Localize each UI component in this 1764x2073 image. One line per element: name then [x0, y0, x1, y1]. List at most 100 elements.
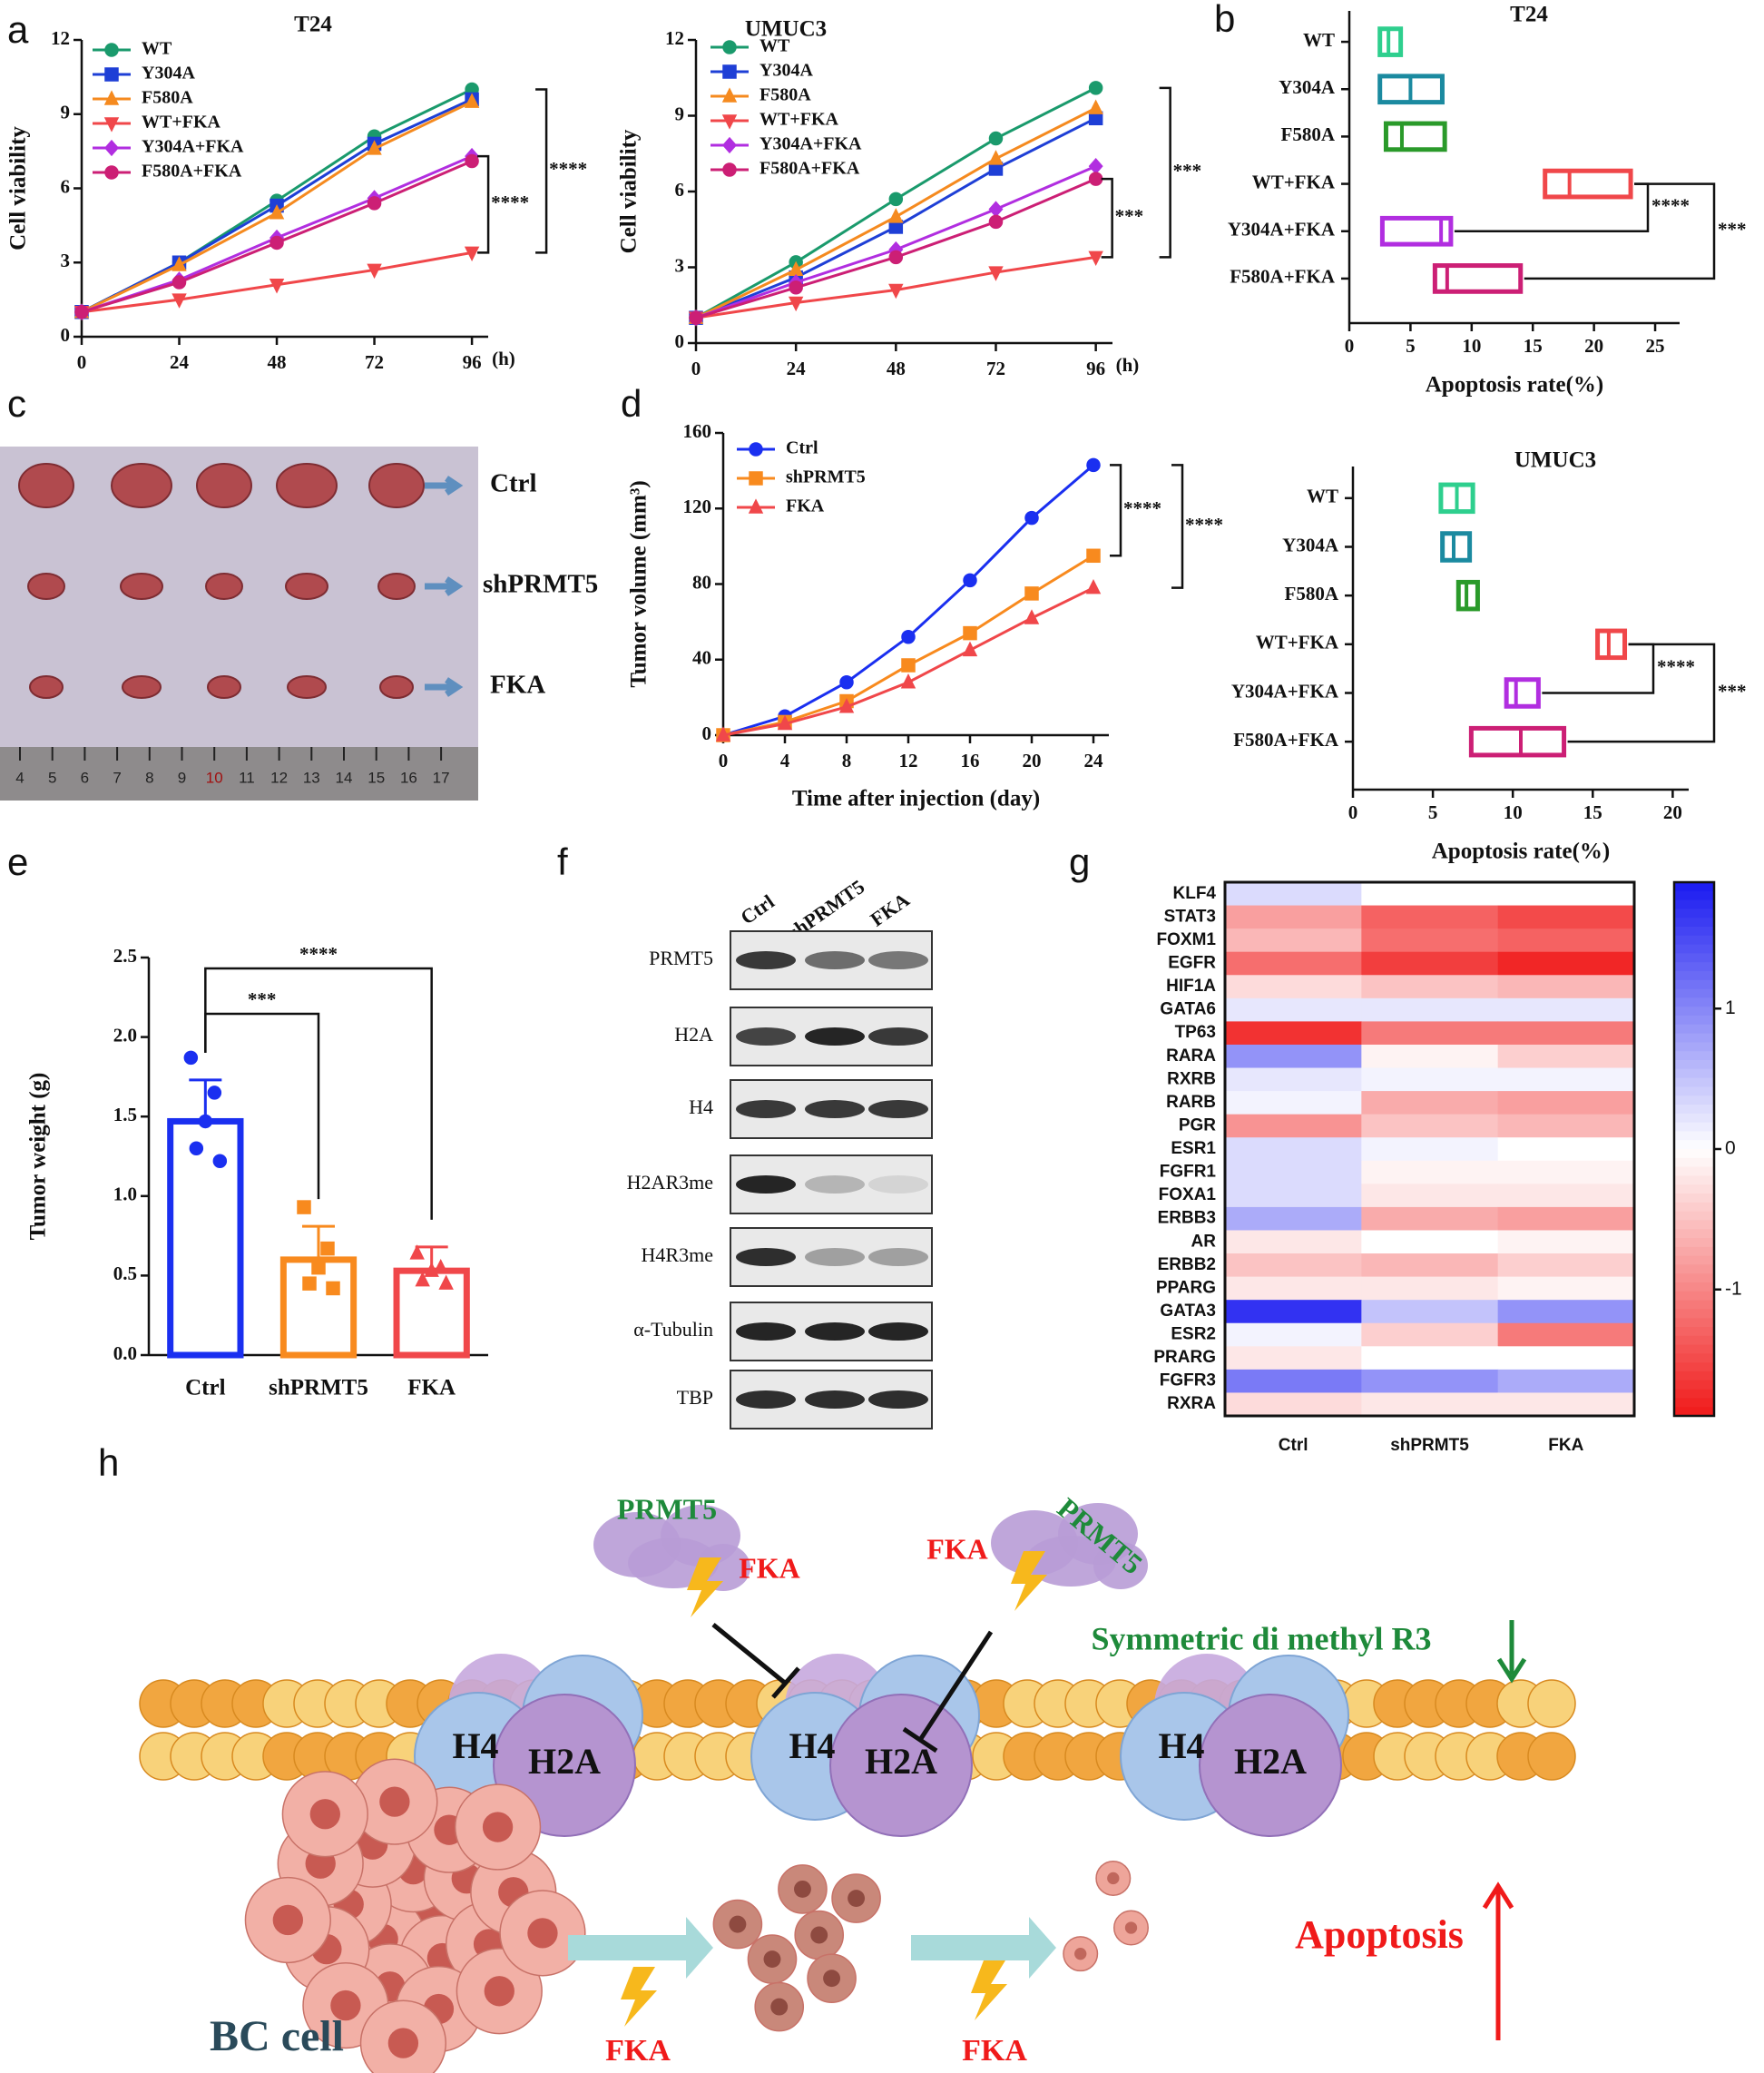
heatmap-cell: [1497, 928, 1635, 953]
y-axis-label: Tumor volume (mm³): [627, 480, 652, 687]
point: [302, 1276, 317, 1291]
blot-band: [805, 1248, 865, 1266]
heatmap-cell: [1361, 951, 1499, 976]
y-tick-label: 3: [61, 250, 71, 271]
colorbar-step: [1674, 1246, 1714, 1257]
y-tick-label: 3: [675, 254, 685, 276]
point: [1088, 99, 1103, 114]
x-tick-label: shPRMT5: [269, 1376, 368, 1400]
arrow: [425, 576, 464, 596]
panel-label: h: [98, 1441, 119, 1484]
legend-label: Y304A: [142, 64, 195, 84]
significance-bracket: [535, 88, 548, 254]
colorbar-step: [1674, 1211, 1714, 1221]
significance-bracket: [1567, 643, 1716, 743]
x-tick-label: FKA: [407, 1376, 456, 1400]
nucleus: [763, 1950, 781, 1969]
nucleus: [387, 2028, 419, 2058]
point: [988, 131, 1004, 146]
heatmap-cell: [1361, 1300, 1499, 1324]
colorbar-step: [1674, 1131, 1714, 1141]
point: [172, 275, 187, 290]
heatmap-cell: [1361, 1322, 1499, 1347]
colorbar-step: [1674, 1238, 1714, 1248]
colorbar-tick-label: 1: [1725, 997, 1736, 1018]
heatmap-cell: [1225, 1276, 1362, 1301]
range-box: [1440, 531, 1473, 563]
legend-symbol: [104, 67, 119, 82]
tumor: [120, 573, 163, 600]
row-label: EGFR: [1168, 953, 1216, 972]
up-arrow: [1482, 1881, 1514, 2040]
point: [433, 1258, 448, 1274]
legend-label: F580A: [760, 85, 811, 105]
histone: [829, 1694, 973, 1837]
colorbar-step: [1674, 1068, 1714, 1079]
legend-label: FKA: [786, 496, 825, 516]
heatmap-cell: [1497, 1253, 1635, 1278]
colorbar-step: [1674, 1282, 1714, 1292]
heatmap-cell: [1361, 1160, 1499, 1184]
tumor: [276, 463, 338, 508]
blot-band: [868, 1248, 928, 1266]
colorbar-step: [1674, 890, 1714, 901]
x-tick-label: 16: [961, 750, 980, 771]
y-tick-label: 1.5: [113, 1104, 137, 1125]
legend-label: WT+FKA: [760, 110, 839, 130]
lightning: [621, 1967, 657, 2027]
colorbar-step: [1674, 1077, 1714, 1087]
heatmap-cell: [1497, 975, 1635, 999]
point: [1088, 81, 1103, 95]
y-tick-label: 0: [61, 324, 71, 346]
heatmap-cell: [1497, 997, 1635, 1022]
heatmap-cell: [1361, 997, 1499, 1022]
ruler-number: 16: [400, 769, 417, 786]
row-label: RXRB: [1167, 1069, 1216, 1088]
x-axis-label: Time after injection (day): [792, 787, 1040, 811]
point: [963, 573, 977, 588]
point: [367, 196, 382, 211]
colorbar-step: [1674, 988, 1714, 998]
enzyme-blob: [696, 1544, 750, 1591]
x-tick-label: 48: [887, 358, 906, 379]
y-tick-label: 6: [61, 175, 71, 197]
colorbar-step: [1674, 1086, 1714, 1096]
enzyme-blob: [1093, 1542, 1148, 1589]
point: [172, 293, 187, 309]
legend-symbol: [722, 136, 737, 154]
point: [1085, 578, 1102, 594]
ruler: [0, 747, 478, 801]
point: [962, 641, 978, 657]
legend-label: WT: [760, 36, 790, 56]
row-label: FOXM1: [1157, 930, 1217, 949]
column-label: shPRMT5: [1390, 1436, 1469, 1455]
y-tick-label: 2.5: [113, 945, 137, 967]
heatmap-cell: [1225, 1114, 1362, 1138]
inhibition: [902, 1630, 994, 1754]
range-box: [1543, 168, 1633, 200]
y-tick-label: 12: [51, 27, 70, 49]
significance-label: ****: [1123, 497, 1161, 519]
legend-label: WT: [142, 39, 172, 59]
heatmap-cell: [1225, 1230, 1362, 1254]
nucleus: [823, 1970, 841, 1988]
heatmap-cell: [1225, 1021, 1362, 1046]
ruler-number: 15: [368, 769, 385, 786]
protein-label: TBP: [677, 1386, 713, 1409]
significance-label: ****: [1651, 194, 1690, 216]
row-label: GATA3: [1160, 1302, 1216, 1321]
colorbar-step: [1674, 997, 1714, 1007]
nucleus: [810, 1926, 828, 1944]
nucleus: [1124, 1921, 1138, 1934]
x-tick-label: 15: [1524, 335, 1543, 357]
histone-label: H2A: [1234, 1741, 1307, 1782]
colorbar-step: [1674, 1309, 1714, 1319]
heatmap-cell: [1497, 1276, 1635, 1301]
blot-band: [868, 1175, 928, 1194]
tumor: [111, 463, 172, 508]
legend-label: Y304A+FKA: [142, 137, 244, 157]
heatmap-cell: [1361, 905, 1499, 929]
colorbar-step: [1674, 1220, 1714, 1230]
tumor: [29, 675, 64, 699]
colorbar-step: [1674, 1033, 1714, 1043]
